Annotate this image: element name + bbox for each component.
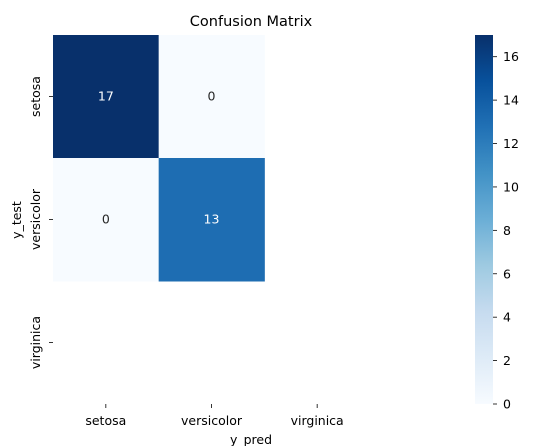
colorbar-tick-label: 12 (503, 136, 519, 151)
heatmap-cell-labels: 17 0 0 13 (98, 89, 220, 227)
cell-value-label: 0 (102, 212, 110, 227)
colorbar-tick-label: 6 (503, 266, 511, 281)
x-tick-label: virginica (291, 413, 344, 428)
y-axis-ticks: setosa versicolor virginica (28, 76, 53, 369)
colorbar-tick-label: 4 (503, 310, 511, 325)
colorbar-tick-label: 14 (503, 93, 519, 108)
heatmap-cells (53, 35, 265, 282)
colorbar-tick-label: 0 (503, 397, 511, 412)
colorbar (475, 35, 493, 404)
colorbar-tick-label: 16 (503, 49, 519, 64)
y-axis-label: y_test (9, 201, 24, 239)
x-axis-ticks: setosa versicolor virginica (85, 404, 344, 428)
y-tick-label: versicolor (28, 188, 43, 250)
colorbar-ticks: 0 2 4 6 8 10 12 14 16 (493, 49, 519, 412)
y-tick-label: setosa (28, 76, 43, 117)
heatmap-cell (158, 158, 265, 282)
chart-title: Confusion Matrix (190, 14, 313, 30)
colorbar-tick-label: 10 (503, 179, 519, 194)
cell-value-label: 17 (98, 89, 114, 104)
y-tick-label: virginica (28, 316, 43, 369)
x-tick-label: versicolor (181, 413, 243, 428)
colorbar-tick-label: 2 (503, 353, 511, 368)
heatmap-cell (158, 35, 265, 159)
x-axis-label: y_pred (230, 432, 272, 446)
heatmap-cell (53, 35, 160, 159)
x-tick-label: setosa (85, 413, 126, 428)
colorbar-tick-label: 8 (503, 223, 511, 238)
cell-value-label: 0 (208, 89, 216, 104)
heatmap-cell (53, 158, 160, 282)
cell-value-label: 13 (204, 212, 220, 227)
